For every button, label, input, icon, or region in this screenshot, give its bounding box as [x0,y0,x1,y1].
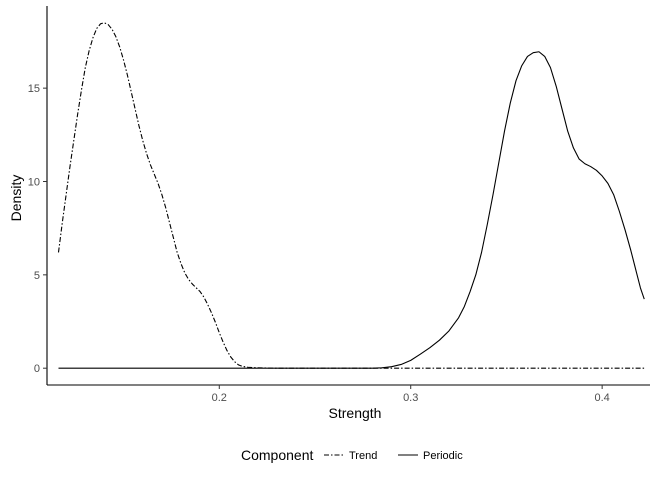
y-tick-label: 15 [28,83,40,95]
y-tick-label: 0 [34,363,40,375]
y-axis-ticks: 0 5 10 15 [28,83,47,375]
legend-label-periodic: Periodic [423,450,463,462]
y-axis-title: Density [8,175,24,222]
legend: Component Trend Periodic [241,447,463,463]
x-tick-label: 0.3 [403,392,418,404]
series-line-periodic [58,51,645,369]
x-axis-ticks: 0.2 0.3 0.4 [212,385,610,404]
plot-area [57,22,645,369]
legend-title: Component [241,447,313,463]
y-tick-label: 5 [34,270,40,282]
series-line-trend [57,22,645,369]
x-tick-label: 0.2 [212,392,227,404]
legend-items: Trend Periodic [324,450,463,462]
y-tick-label: 10 [28,176,40,188]
x-axis-title: Strength [329,405,382,421]
x-tick-label: 0.4 [594,392,609,404]
legend-label-trend: Trend [349,450,377,462]
